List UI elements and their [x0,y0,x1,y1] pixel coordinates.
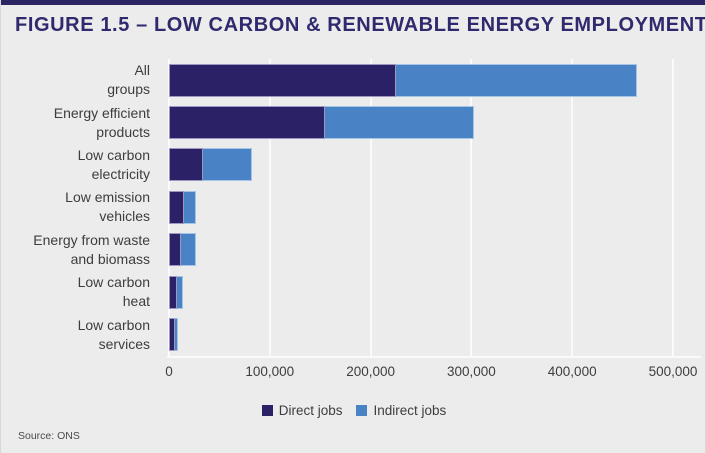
gridline-200000 [369,59,372,356]
bar-track [169,275,673,309]
x-axis-tick-labels: 0 100,000 200,000 300,000 400,000 500,000 [165,364,697,384]
indirect-jobs-swatch-icon [356,405,368,416]
bar-segment-direct [169,190,185,224]
legend-label-indirect: Indirect jobs [373,403,447,418]
bar-segment-direct [169,63,396,97]
bar-row: Low carbon heat [1,271,705,313]
bar-segment-indirect [184,190,197,224]
category-label-line: Low carbon [77,274,150,291]
bar-segment-indirect [180,233,196,267]
category-label: Low carbon heat [1,273,169,311]
category-label: Low emission vehicles [1,188,169,226]
x-axis-tick-label: 500,000 [648,364,698,379]
category-label: Low carbon services [1,316,169,354]
category-label-line: All [134,62,150,79]
bar-segment-direct [169,106,326,140]
gridline-500000 [672,59,674,356]
category-label-line: Low carbon [77,146,150,163]
category-label-line: products [96,123,150,140]
bar-rows: All groups Energy efficient products Low car… [1,59,705,356]
x-axis-tick-label: 100,000 [245,364,295,379]
bar-segment-direct [169,148,204,182]
bar-row: Low carbon services [1,313,705,355]
category-label-line: Energy from waste [33,231,150,248]
category-label: Energy from waste and biomass [1,231,169,269]
category-label-line: Low carbon [77,316,150,333]
gridline-400000 [571,59,574,356]
figure-title: FIGURE 1.5 – LOW CARBON & RENEWABLE ENER… [15,14,706,36]
bar-track [169,233,673,267]
category-label-line: heat [122,293,150,310]
legend-item-indirect: Indirect jobs [356,403,446,418]
bar-row: Energy efficient products [1,101,705,143]
direct-jobs-swatch-icon [261,405,273,416]
category-label: Energy efficient products [1,104,169,142]
bar-row: Energy from waste and biomass [1,229,705,271]
bar-track [169,106,673,140]
category-label-line: services [98,335,150,352]
bar-segment-indirect [325,106,475,140]
category-label: Low carbon electricity [1,146,169,184]
category-label-line: Energy efficient [53,104,150,121]
x-axis-tick-label: 0 [165,364,173,379]
gridline-300000 [470,59,473,356]
gridline-100000 [268,59,271,356]
category-label-line: electricity [91,165,150,182]
bar-track [169,190,673,224]
x-axis-baseline [167,356,701,358]
category-label-line: and biomass [70,250,150,267]
legend-label-direct: Direct jobs [278,403,343,418]
bar-track [169,148,673,182]
x-axis-tick-label: 400,000 [547,364,597,379]
bar-segment-direct [169,233,181,267]
chart-area: All groups Energy efficient products Low car… [1,59,705,356]
x-axis-tick-label: 300,000 [446,364,496,379]
category-label-line: vehicles [99,208,150,225]
bar-row: All groups [1,59,705,101]
source-note: Source: ONS [18,430,80,442]
bar-segment-indirect [203,148,252,182]
legend-item-direct: Direct jobs [261,403,343,418]
x-axis-tick-label: 200,000 [346,364,395,379]
bar-segment-indirect [174,318,179,352]
bar-track [169,318,673,352]
category-label-line: groups [107,81,150,98]
bar-segment-direct [169,318,175,352]
top-border-rule [1,0,705,5]
bar-segment-direct [169,275,178,309]
bar-segment-indirect [177,275,184,309]
category-label-line: Low emission [65,189,150,206]
legend: Direct jobs Indirect jobs [1,403,705,418]
bar-segment-indirect [395,63,637,97]
category-label: All groups [1,61,169,99]
bar-row: Low carbon electricity [1,144,705,186]
bar-row: Low emission vehicles [1,186,705,228]
bar-track [169,63,673,97]
